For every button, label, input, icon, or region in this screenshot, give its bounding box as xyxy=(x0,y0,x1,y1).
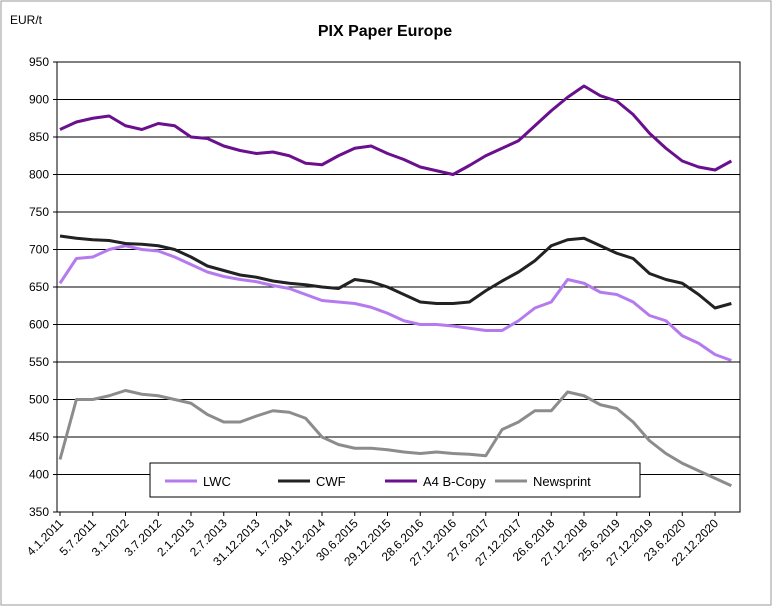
series-line xyxy=(58,244,732,362)
y-tick-label: 700 xyxy=(29,243,49,257)
y-tick-label: 550 xyxy=(29,355,49,369)
legend-label: A4 B-Copy xyxy=(423,474,486,489)
legend-label: LWC xyxy=(203,474,231,489)
legend-label: Newsprint xyxy=(533,474,591,489)
y-tick-label: 600 xyxy=(29,318,49,332)
y-tick-label: 400 xyxy=(29,468,49,482)
series-line xyxy=(59,234,732,310)
y-tick-label: 450 xyxy=(29,430,49,444)
y-tick-label: 900 xyxy=(29,93,49,107)
y-axis-label: EUR/t xyxy=(10,13,43,27)
series-line xyxy=(59,84,733,176)
y-tick-label: 350 xyxy=(29,505,49,519)
series-line xyxy=(58,389,732,488)
y-tick-label: 850 xyxy=(29,130,49,144)
y-tick-label: 750 xyxy=(29,205,49,219)
y-tick-label: 950 xyxy=(29,55,49,69)
y-tick-label: 800 xyxy=(29,168,49,182)
y-tick-label: 500 xyxy=(29,393,49,407)
legend-label: CWF xyxy=(316,474,346,489)
chart-title: PIX Paper Europe xyxy=(318,23,452,40)
y-tick-label: 650 xyxy=(29,280,49,294)
